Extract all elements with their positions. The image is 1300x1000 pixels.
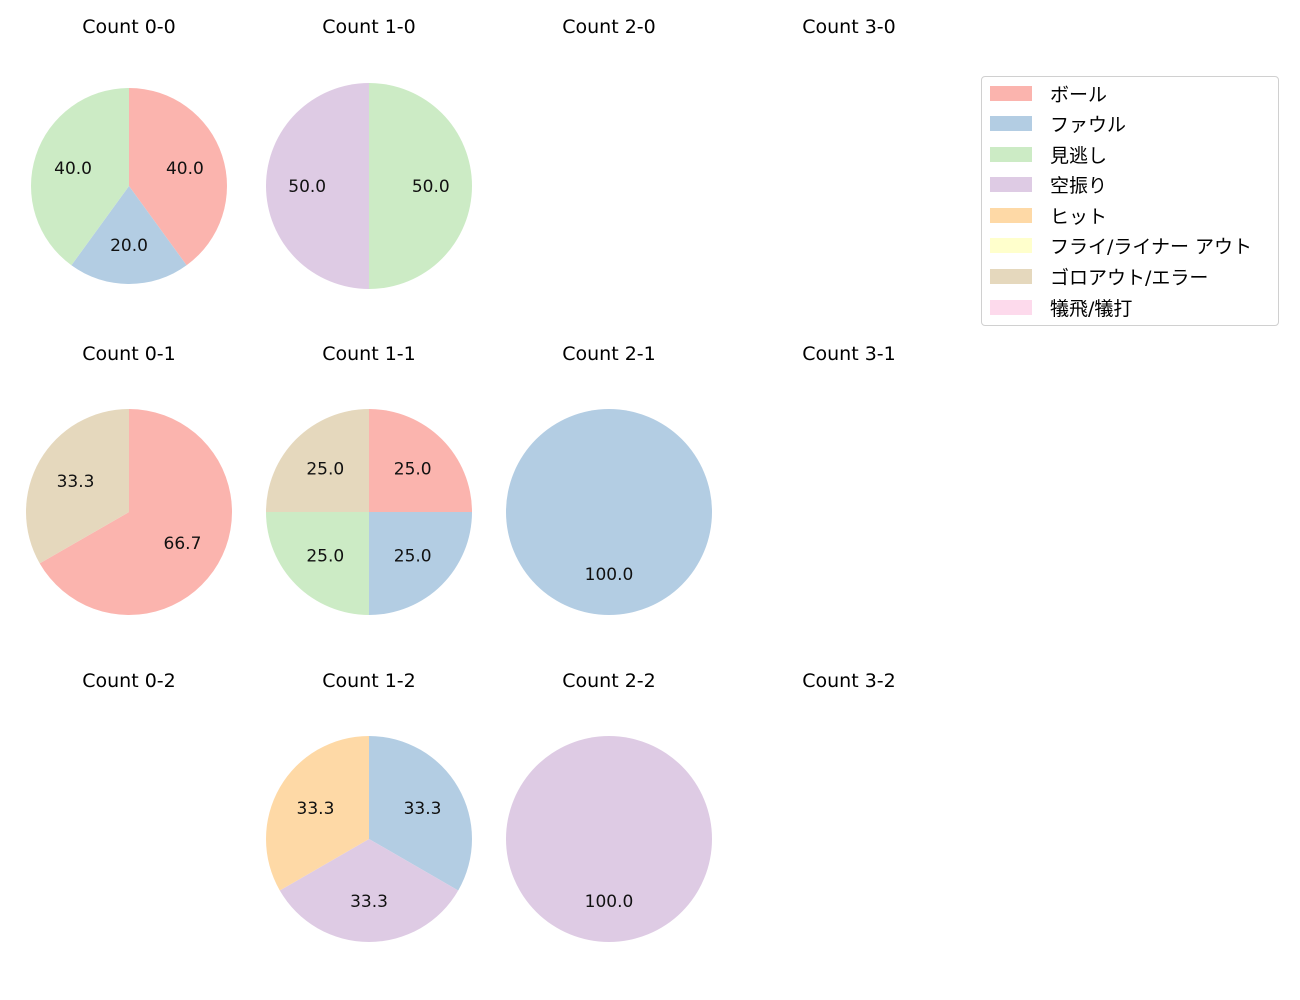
slice-percent-label: 25.0 xyxy=(394,547,432,567)
pie-slice xyxy=(369,409,472,512)
slice-percent-label: 40.0 xyxy=(166,159,204,179)
slice-percent-label: 33.3 xyxy=(404,799,442,819)
slice-percent-label: 100.0 xyxy=(585,565,634,585)
slice-percent-label: 33.3 xyxy=(350,892,388,912)
pie-slice xyxy=(25,409,129,564)
pie-slice xyxy=(129,88,227,266)
slice-percent-label: 100.0 xyxy=(585,892,634,912)
slice-percent-label: 66.7 xyxy=(164,534,202,554)
legend-label: 犠飛/犠打 xyxy=(1050,297,1133,320)
panel-title: Count 0-1 xyxy=(82,343,176,365)
pie-chart: 100.0 xyxy=(506,409,712,615)
legend-label: フライ/ライナー アウト xyxy=(1050,235,1253,258)
pie-slice xyxy=(266,409,369,512)
slice-percent-label: 50.0 xyxy=(288,177,326,197)
slice-percent-label: 25.0 xyxy=(306,547,344,567)
pie-slice xyxy=(369,83,472,289)
legend-label: 見逃し xyxy=(1050,144,1108,167)
pie-chart: 40.0 20.0 40.0 xyxy=(31,88,227,285)
pie-slice xyxy=(369,512,472,615)
panel-title: Count 1-0 xyxy=(322,16,416,38)
legend-swatch xyxy=(990,268,1032,284)
panel-title: Count 0-2 xyxy=(82,670,176,692)
legend-item-foul: ファウル xyxy=(990,110,1126,136)
panel-title: Count 2-0 xyxy=(562,16,656,38)
panel-title: Count 2-1 xyxy=(562,343,656,365)
panel-title: Count 1-1 xyxy=(322,343,416,365)
legend-item-ball: ボール xyxy=(990,80,1107,106)
pie-slice xyxy=(266,736,369,891)
panel-title: Count 0-0 xyxy=(82,16,176,38)
slice-percent-label: 33.3 xyxy=(57,472,95,492)
pie-slice xyxy=(266,512,369,615)
legend-swatch xyxy=(990,85,1032,101)
legend-item-sacrifice: 犠飛/犠打 xyxy=(990,294,1132,320)
slice-percent-label: 33.3 xyxy=(297,799,335,819)
slice-percent-label: 50.0 xyxy=(412,177,450,197)
legend-label: 空振り xyxy=(1050,174,1108,197)
pie-slice xyxy=(506,736,712,942)
legend-label: ボール xyxy=(1050,83,1108,106)
legend-item-swinging-strike: 空振り xyxy=(990,171,1107,197)
pie-chart: 33.3 33.3 33.3 xyxy=(266,736,472,942)
panel-title: Count 3-2 xyxy=(802,670,896,692)
legend-swatch xyxy=(990,207,1032,223)
legend-item-hit: ヒット xyxy=(990,202,1107,228)
legend-item-fly-liner-out: フライ/ライナー アウト xyxy=(990,232,1252,258)
panel-title: Count 2-2 xyxy=(562,670,656,692)
pie-slice xyxy=(506,409,712,615)
slice-percent-label: 20.0 xyxy=(110,236,148,256)
pie-slice xyxy=(31,88,129,266)
legend-swatch xyxy=(990,299,1032,315)
slice-percent-label: 25.0 xyxy=(394,459,432,479)
legend: ボール ファウル 見逃し 空振り ヒット フライ/ライナー アウト ゴロアウト/… xyxy=(981,76,1279,326)
panel-title: Count 1-2 xyxy=(322,670,416,692)
legend-swatch xyxy=(990,115,1032,131)
legend-label: ヒット xyxy=(1050,205,1108,228)
legend-swatch xyxy=(990,237,1032,253)
slice-percent-label: 25.0 xyxy=(306,459,344,479)
pie-chart: 25.0 25.0 25.0 25.0 xyxy=(266,409,472,615)
pie-chart: 66.7 33.3 xyxy=(25,409,233,615)
pie-slice xyxy=(39,409,233,615)
panel-title: Count 3-1 xyxy=(802,343,896,365)
legend-swatch xyxy=(990,176,1032,192)
legend-label: ゴロアウト/エラー xyxy=(1050,266,1209,289)
pie-slice xyxy=(266,83,369,289)
legend-swatch xyxy=(990,146,1032,162)
panel-title: Count 3-0 xyxy=(802,16,896,38)
legend-item-called-strike: 見逃し xyxy=(990,141,1107,167)
legend-item-grounder-out-error: ゴロアウト/エラー xyxy=(990,263,1208,289)
slice-percent-label: 40.0 xyxy=(54,159,92,179)
pie-slice xyxy=(369,736,472,891)
pie-chart: 50.0 50.0 xyxy=(266,83,472,289)
pie-slice xyxy=(71,186,187,285)
legend-label: ファウル xyxy=(1050,113,1127,136)
pie-chart: 100.0 xyxy=(506,736,712,942)
